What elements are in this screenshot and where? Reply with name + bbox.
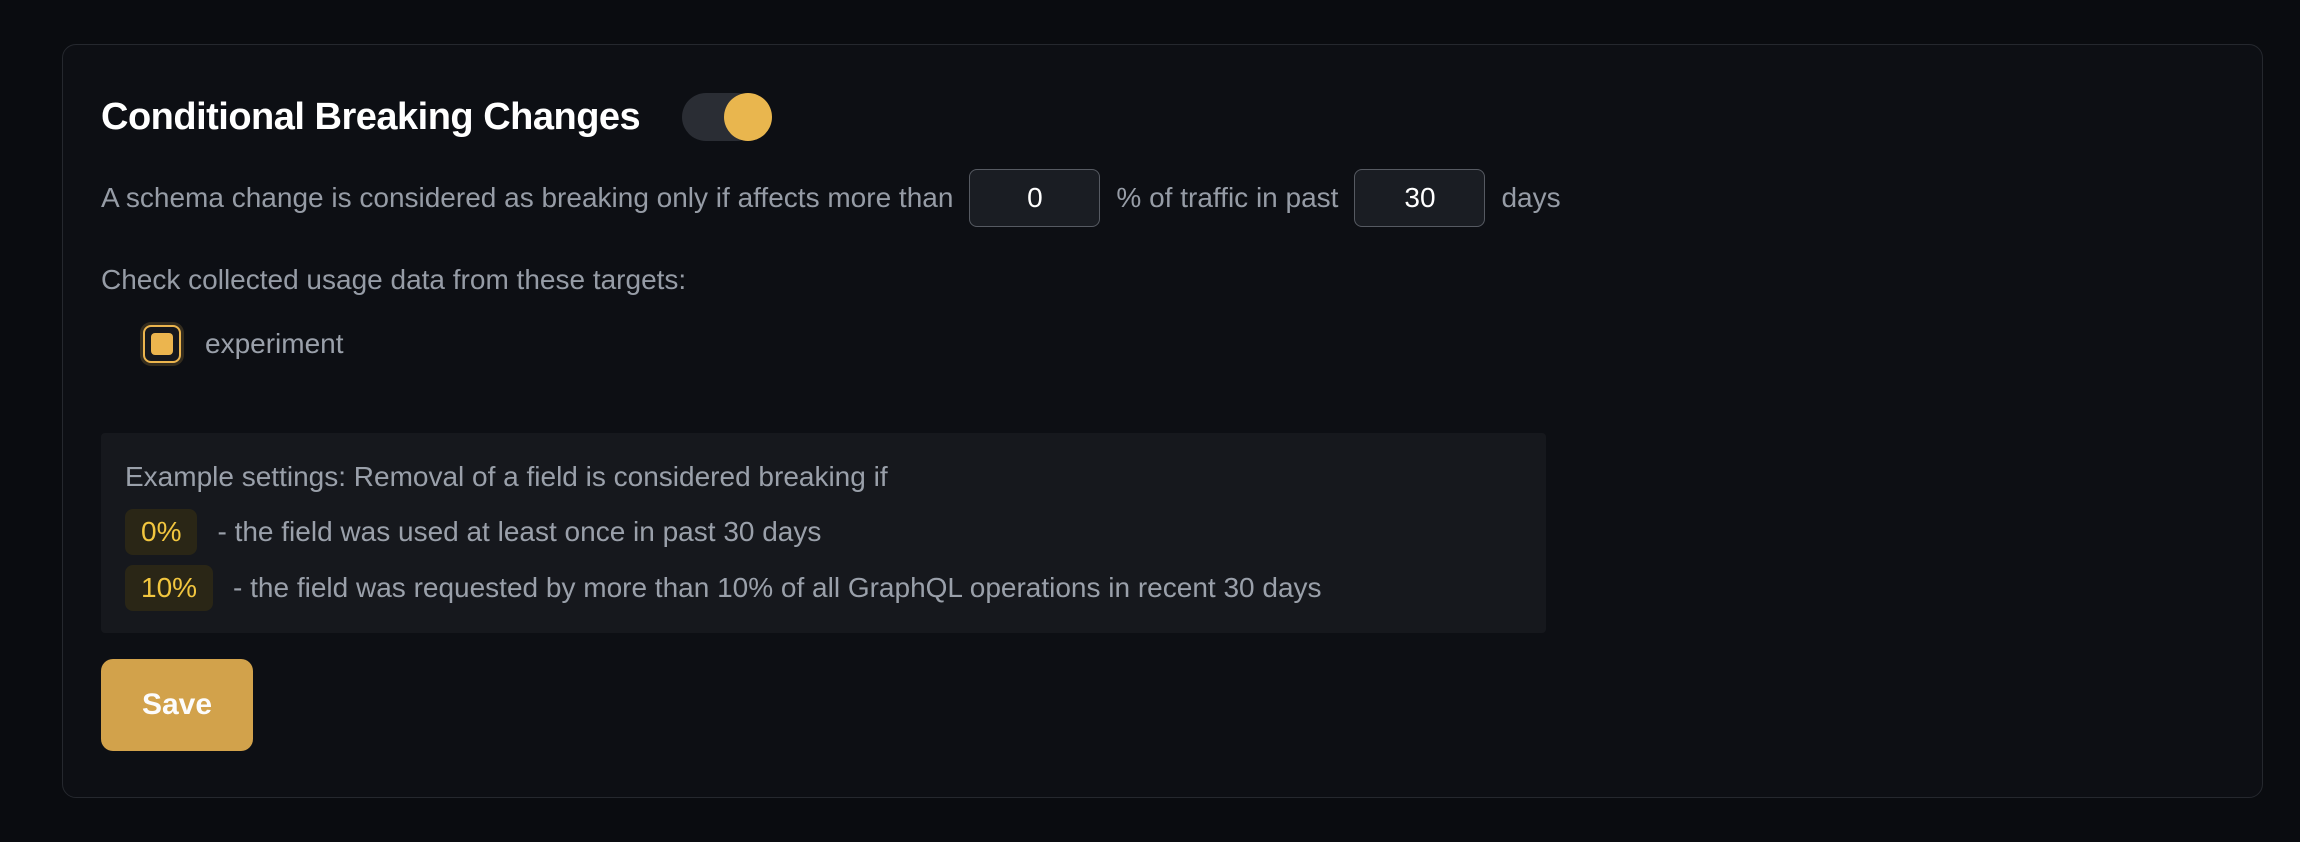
target-list-item: experiment [143,323,2224,365]
target-name-label: experiment [205,328,344,359]
target-checkbox[interactable] [143,325,181,363]
save-button[interactable]: Save [101,659,253,751]
threshold-text-between: % of traffic in past [1116,182,1339,213]
page-title: Conditional Breaking Changes [101,96,641,138]
conditional-breaking-changes-card: Conditional Breaking Changes A schema ch… [62,44,2263,798]
example-row: 10% - the field was requested by more th… [125,565,1522,611]
days-input[interactable] [1354,169,1486,227]
example-intro-text: Example settings: Removal of a field is … [125,461,888,492]
percentage-input[interactable] [969,169,1101,227]
threshold-text-after: days [1501,182,1561,213]
example-row-text: - the field was requested by more than 1… [233,572,1322,603]
percentage-badge: 10% [125,565,214,611]
percentage-badge: 0% [125,509,198,555]
targets-label: Check collected usage data from these ta… [101,264,687,295]
feature-toggle[interactable] [682,93,773,141]
threshold-text-before: A schema change is considered as breakin… [101,182,954,213]
toggle-thumb-icon [724,93,773,141]
threshold-sentence: A schema change is considered as breakin… [101,169,2224,227]
checkbox-checked-indicator-icon [151,333,173,355]
example-settings-box: Example settings: Removal of a field is … [101,433,1546,633]
example-row-text: - the field was used at least once in pa… [217,516,822,547]
example-row: 0% - the field was used at least once in… [125,509,1522,555]
card-header: Conditional Breaking Changes [101,93,2224,141]
